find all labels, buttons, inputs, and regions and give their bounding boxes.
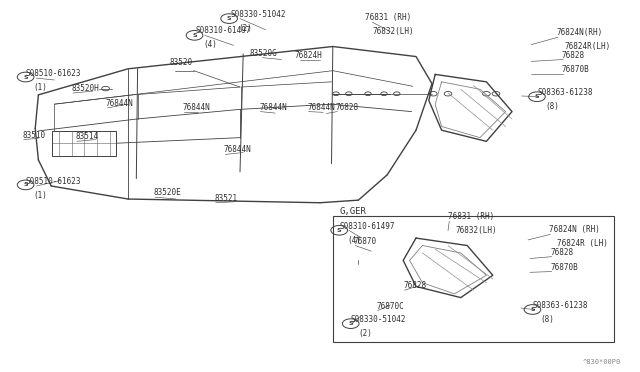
Text: 83514: 83514 [76,132,99,141]
Text: S: S [23,182,28,187]
Text: 76870B: 76870B [550,263,578,272]
Bar [52,131,116,156]
Text: 76831 (RH): 76831 (RH) [448,212,494,221]
Text: 76844N: 76844N [307,103,335,112]
Text: 76824R (LH): 76824R (LH) [557,240,607,248]
Text: (8): (8) [540,315,554,324]
Text: 76870B: 76870B [562,65,589,74]
Text: (1): (1) [33,83,47,92]
Text: S08330-51042: S08330-51042 [351,315,406,324]
Text: 76844N: 76844N [259,103,287,112]
Text: S: S [337,228,342,233]
Text: 76832(LH): 76832(LH) [456,227,497,235]
Text: S08330-51042: S08330-51042 [230,10,286,19]
Text: (4): (4) [203,41,217,49]
Text: (2): (2) [358,329,372,338]
Text: 76870C: 76870C [376,302,404,311]
Text: 76844N: 76844N [182,103,210,112]
Text: 76824R(LH): 76824R(LH) [564,42,611,51]
Text: S08510-61623: S08510-61623 [26,69,81,78]
Text: 76824H: 76824H [294,51,322,60]
Text: 76844N: 76844N [106,99,133,108]
Text: 83521: 83521 [214,194,237,203]
Text: 76831 (RH): 76831 (RH) [365,13,411,22]
Bar [333,216,614,342]
Text: 83520E: 83520E [154,188,181,197]
Text: 76828: 76828 [336,103,359,112]
Text: 76828: 76828 [550,248,573,257]
Text: 76824N(RH): 76824N(RH) [557,28,603,37]
Text: G,GER: G,GER [339,207,366,216]
Text: S: S [530,307,535,312]
Text: 76824N (RH): 76824N (RH) [549,225,600,234]
Text: S: S [227,16,232,21]
Text: 76828: 76828 [562,51,585,60]
Text: (2): (2) [238,24,252,33]
Text: (8): (8) [545,102,559,111]
Text: ^830*00P0: ^830*00P0 [582,359,621,365]
Text: 76832(LH): 76832(LH) [372,28,414,36]
Text: S08310-61497: S08310-61497 [195,26,251,35]
Text: 76844N: 76844N [224,145,252,154]
Text: 83520: 83520 [170,58,193,67]
Text: S08510-61623: S08510-61623 [26,177,81,186]
Text: (1): (1) [33,191,47,200]
Text: 83510: 83510 [22,131,45,140]
Text: S: S [192,33,197,38]
Text: S08363-61238: S08363-61238 [532,301,588,310]
Text: S08363-61238: S08363-61238 [538,88,593,97]
Text: 83520G: 83520G [250,49,277,58]
Text: S: S [23,74,28,80]
Text: S08310-61497: S08310-61497 [339,222,395,231]
Text: 83520H: 83520H [72,84,99,93]
Text: 76828: 76828 [403,281,426,290]
Text: S: S [534,94,540,99]
Text: (4): (4) [347,236,361,245]
Text: 76870: 76870 [354,237,377,246]
Text: S: S [348,321,353,326]
